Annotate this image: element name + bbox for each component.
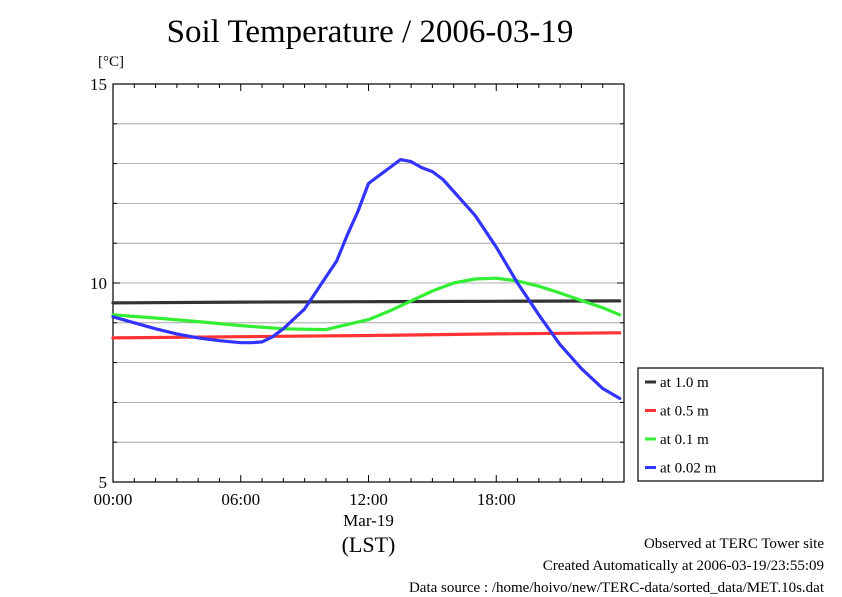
x-tick-label: 00:00: [94, 490, 133, 509]
x-tick-label: 12:00: [349, 490, 388, 509]
footer-site: Observed at TERC Tower site: [643, 536, 824, 552]
x-tick-label: 06:00: [221, 490, 260, 509]
legend-label: at 1.0 m: [660, 375, 709, 391]
y-tick-label: 10: [90, 274, 107, 293]
y-tick-label: 15: [90, 75, 107, 94]
series-lines: [111, 158, 622, 400]
series-line: [111, 299, 622, 305]
chart-title: Soil Temperature / 2006-03-19: [166, 14, 574, 50]
legend-box: [637, 367, 824, 482]
x-axis-label: (LST): [342, 532, 396, 557]
legend-label: at 0.5 m: [660, 404, 709, 420]
y-tick-label: 5: [99, 473, 108, 492]
date-label: Mar-19: [343, 511, 394, 530]
axis-ticks: [112, 83, 625, 483]
legend: at 1.0 m at 0.5 m at 0.1 m at 0.02 m: [637, 367, 824, 482]
footer-created: Created Automatically at 2006-03-19/23:5…: [542, 558, 824, 574]
axis-labels: 5 10 15 00:00 06:00 12:00 18:00 Mar-19 (LST): [90, 75, 516, 557]
grid-lines: [113, 123, 624, 443]
footer-data-source: Data source : /home/hoivo/new/TERC-data/…: [408, 580, 824, 596]
legend-label: at 0.1 m: [660, 432, 709, 448]
series-line: [111, 158, 622, 400]
series-line: [111, 276, 622, 332]
x-tick-label: 18:00: [477, 490, 516, 509]
y-axis-unit: [°C]: [98, 54, 124, 70]
legend-label: at 0.02 m: [660, 461, 717, 477]
